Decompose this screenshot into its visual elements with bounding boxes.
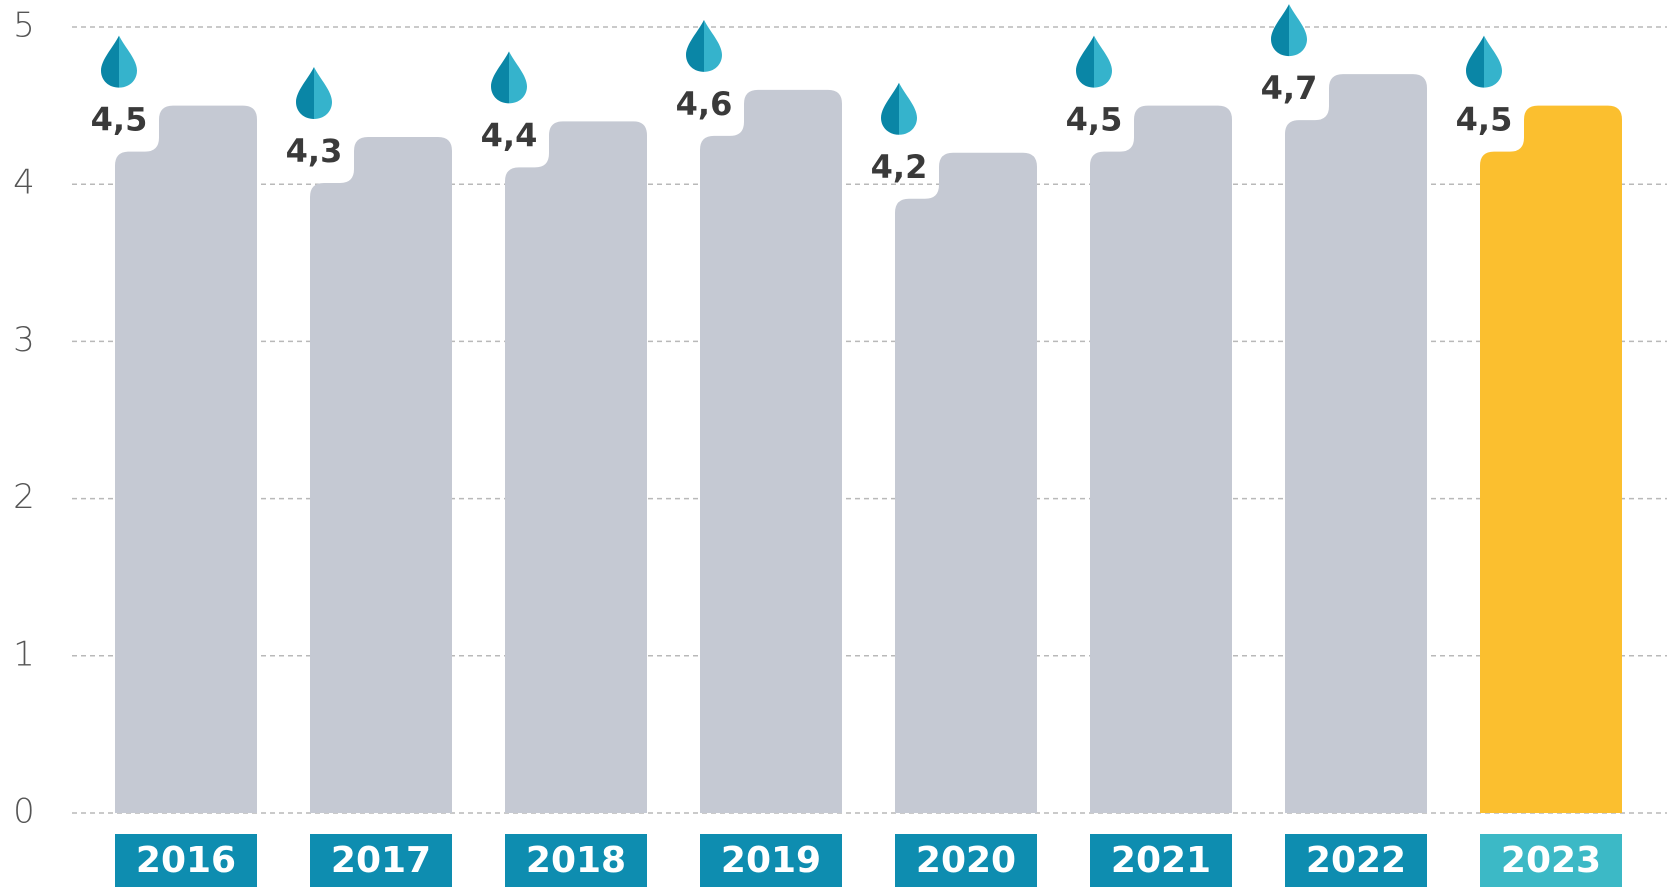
y-tick-label: 3 bbox=[13, 320, 35, 360]
droplet-right bbox=[1289, 4, 1307, 57]
x-tick-label: 2018 bbox=[526, 840, 626, 881]
droplet-icon bbox=[491, 51, 527, 104]
droplet-left bbox=[1271, 4, 1289, 57]
value-label: 4,5 bbox=[1066, 101, 1123, 139]
category-box bbox=[310, 834, 452, 887]
y-tick-label: 1 bbox=[13, 634, 35, 674]
bar bbox=[310, 137, 452, 814]
x-tick-label: 2021 bbox=[1111, 840, 1211, 881]
value-label: 4,7 bbox=[1261, 69, 1318, 107]
x-tick-label: 2023 bbox=[1501, 840, 1601, 881]
category-box bbox=[700, 834, 842, 887]
y-tick-label: 5 bbox=[13, 6, 35, 46]
x-tick-label: 2016 bbox=[136, 840, 236, 881]
category-box bbox=[505, 834, 647, 887]
bar bbox=[505, 121, 647, 813]
bar bbox=[1090, 105, 1232, 814]
droplet-left bbox=[881, 82, 899, 135]
droplet-icon bbox=[881, 82, 917, 135]
droplet-left bbox=[296, 67, 314, 120]
category-box bbox=[1090, 834, 1232, 887]
y-tick-label: 2 bbox=[13, 477, 35, 517]
droplet-icon bbox=[296, 67, 332, 120]
droplet-right bbox=[119, 35, 137, 88]
droplet-left bbox=[101, 35, 119, 88]
droplet-right bbox=[704, 19, 722, 72]
droplet-left bbox=[686, 19, 704, 72]
droplet-icon bbox=[1271, 4, 1307, 57]
droplet-icon bbox=[686, 19, 722, 72]
droplet-right bbox=[1484, 35, 1502, 88]
droplet-left bbox=[1076, 35, 1094, 88]
category-box bbox=[115, 834, 257, 887]
y-tick-label: 0 bbox=[13, 792, 35, 832]
bar bbox=[700, 89, 842, 813]
droplet-left bbox=[491, 51, 509, 104]
bar bbox=[1480, 105, 1622, 814]
x-tick-label: 2019 bbox=[721, 840, 821, 881]
category-box bbox=[895, 834, 1037, 887]
droplet-icon bbox=[101, 35, 137, 88]
value-label: 4,3 bbox=[286, 132, 343, 170]
value-label: 4,4 bbox=[481, 116, 538, 154]
value-label: 4,5 bbox=[91, 101, 148, 139]
droplet-right bbox=[314, 67, 332, 120]
bar bbox=[1285, 74, 1427, 813]
value-label: 4,2 bbox=[871, 148, 928, 186]
category-box bbox=[1480, 834, 1622, 887]
droplet-right bbox=[1094, 35, 1112, 88]
droplet-icon bbox=[1076, 35, 1112, 88]
y-tick-label: 4 bbox=[13, 163, 35, 203]
x-tick-label: 2020 bbox=[916, 840, 1016, 881]
bar bbox=[895, 152, 1037, 813]
value-label: 4,5 bbox=[1456, 101, 1513, 139]
droplet-icon bbox=[1466, 35, 1502, 88]
bar bbox=[115, 105, 257, 814]
droplet-left bbox=[1466, 35, 1484, 88]
x-tick-label: 2022 bbox=[1306, 840, 1406, 881]
x-tick-label: 2017 bbox=[331, 840, 431, 881]
category-box bbox=[1285, 834, 1427, 887]
value-label: 4,6 bbox=[676, 85, 733, 123]
droplet-right bbox=[509, 51, 527, 104]
droplet-right bbox=[899, 82, 917, 135]
